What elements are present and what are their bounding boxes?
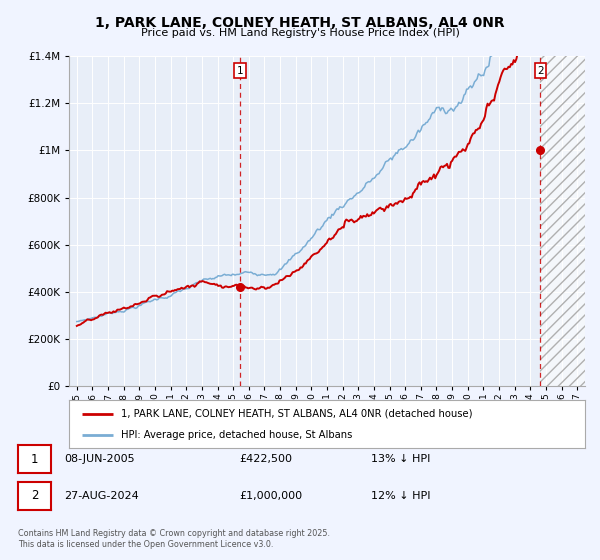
Text: 08-JUN-2005: 08-JUN-2005	[65, 454, 135, 464]
Text: 1, PARK LANE, COLNEY HEATH, ST ALBANS, AL4 0NR (detached house): 1, PARK LANE, COLNEY HEATH, ST ALBANS, A…	[121, 409, 472, 419]
Text: 27-AUG-2024: 27-AUG-2024	[65, 491, 139, 501]
Text: 1: 1	[31, 452, 38, 466]
Text: 2: 2	[31, 489, 38, 502]
Text: 13% ↓ HPI: 13% ↓ HPI	[371, 454, 430, 464]
Bar	[541, 56, 585, 386]
Text: 1: 1	[237, 66, 244, 76]
Text: 12% ↓ HPI: 12% ↓ HPI	[371, 491, 430, 501]
Text: 2: 2	[537, 66, 544, 76]
Text: £1,000,000: £1,000,000	[239, 491, 302, 501]
Text: HPI: Average price, detached house, St Albans: HPI: Average price, detached house, St A…	[121, 430, 352, 440]
Bar	[541, 56, 585, 386]
Text: Contains HM Land Registry data © Crown copyright and database right 2025.
This d: Contains HM Land Registry data © Crown c…	[18, 529, 330, 549]
Text: £422,500: £422,500	[239, 454, 292, 464]
Text: Price paid vs. HM Land Registry's House Price Index (HPI): Price paid vs. HM Land Registry's House …	[140, 28, 460, 38]
Text: 1, PARK LANE, COLNEY HEATH, ST ALBANS, AL4 0NR: 1, PARK LANE, COLNEY HEATH, ST ALBANS, A…	[95, 16, 505, 30]
